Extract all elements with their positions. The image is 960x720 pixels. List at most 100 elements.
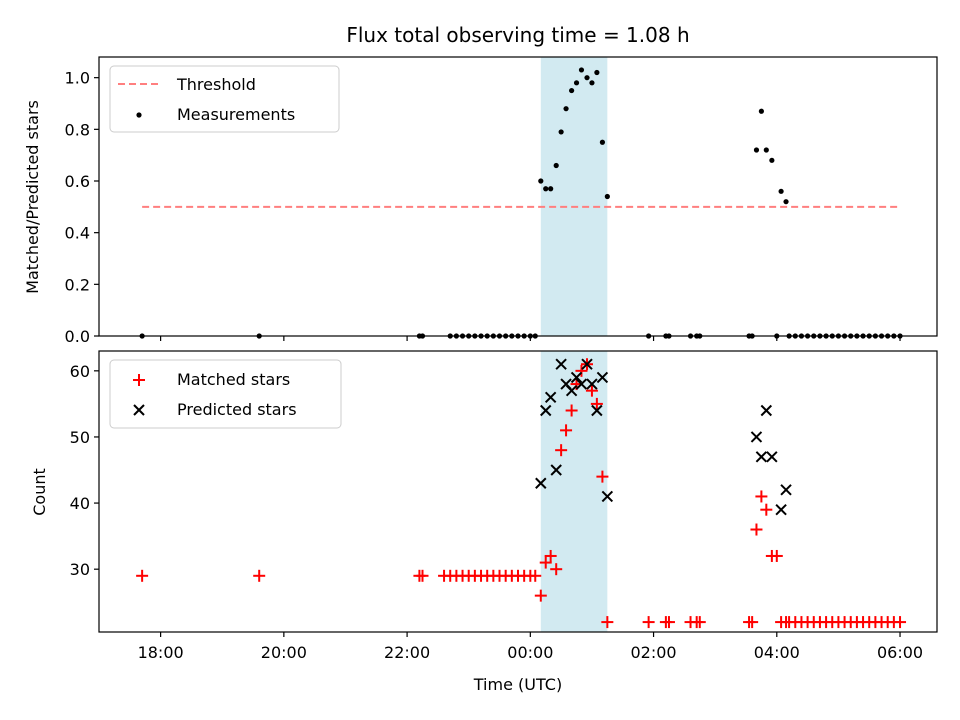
legend-measurements-label: Measurements: [177, 105, 295, 124]
measurement-point: [573, 80, 580, 86]
matched-star-point: [555, 444, 568, 457]
predicted-star-point: [591, 404, 603, 417]
measurement-point: [548, 186, 554, 192]
predicted-star-point: [581, 358, 593, 370]
top-y-axis-label: Matched/Predicted stars: [23, 100, 42, 294]
predicted-star-point: [750, 431, 763, 443]
predicted-star-point: [775, 503, 787, 516]
measurement-point: [569, 87, 575, 94]
legend-predicted-label: Predicted stars: [177, 400, 297, 419]
predicted-star-point: [550, 464, 562, 476]
bottom-panel: 30 40 50 60 18:00 20:00 22:00 00:00 02:00 04:00 0…: [30, 350, 938, 694]
matched-star-point: [755, 490, 768, 503]
predicted-star-point: [780, 484, 792, 496]
bottom-y-axis-label: Count: [30, 468, 49, 516]
bottom-y-tick-label: 30: [70, 560, 90, 579]
predicted-star-point: [586, 378, 598, 390]
measurement-point: [778, 188, 784, 194]
measurement-point: [563, 106, 569, 112]
matched-star-point: [560, 424, 573, 437]
measurement-point: [753, 147, 760, 153]
predicted-star-point: [766, 451, 778, 463]
measurement-point: [558, 129, 564, 135]
predicted-star-point: [760, 404, 773, 417]
bottom-y-tick-label: 50: [70, 428, 90, 447]
measurement-point: [578, 67, 585, 73]
top-y-ticks: 0.0 0.2 0.4 0.6 0.8 1.0: [65, 69, 99, 346]
matched-star-point: [601, 616, 614, 629]
measurement-point: [763, 147, 769, 153]
measurement-point: [758, 108, 764, 114]
top-x-ticks: [160, 336, 901, 341]
bottom-x-ticks: 18:00 20:00 22:00 00:00 02:00 04:00 06:00: [138, 632, 923, 662]
bottom-axes-frame: [98, 350, 938, 633]
matched-star-point: [416, 569, 429, 582]
x-tick-label: 02:00: [631, 643, 677, 662]
measurement-point: [538, 178, 544, 184]
matched-star-point: [750, 523, 763, 536]
matched-star-point: [693, 616, 706, 629]
x-tick-label: 04:00: [754, 643, 800, 662]
matched-star-point: [585, 384, 598, 397]
x-axis-label: Time (UTC): [473, 675, 562, 694]
bottom-legend: Matched stars Predicted stars: [109, 359, 342, 429]
matched-star-point: [539, 556, 552, 569]
matched-star-point: [253, 569, 266, 582]
measurement-point: [604, 193, 610, 200]
matched-star-point: [544, 549, 557, 562]
measurement-point: [769, 157, 775, 163]
legend-predicted-swatch: [133, 404, 145, 416]
legend-measurements-swatch: [136, 112, 142, 118]
predicted-star-point: [544, 391, 557, 403]
matched-star-point: [534, 589, 547, 602]
x-tick-label: 20:00: [261, 643, 307, 662]
measurement-point: [594, 69, 600, 76]
matched-star-point: [529, 569, 542, 582]
top-axes-frame: [98, 56, 938, 337]
predicted-star-point: [601, 490, 614, 503]
bottom-y-ticks: 30 40 50 60: [70, 362, 99, 579]
x-tick-label: 22:00: [384, 643, 430, 662]
matched-star-point: [596, 470, 609, 483]
top-y-tick-label: 0.6: [65, 172, 90, 191]
matched-star-point: [575, 364, 588, 377]
bottom-y-tick-label: 40: [70, 494, 90, 513]
top-legend-box: [109, 65, 340, 133]
matched-star-point: [590, 397, 603, 410]
top-panel: 0.0 0.2 0.4 0.6 0.8 1.0 Matched/Predicted sta…: [23, 56, 938, 346]
matched-star-point: [746, 616, 759, 629]
top-y-tick-label: 0.8: [65, 120, 90, 139]
top-y-tick-label: 0.2: [65, 275, 90, 294]
top-y-tick-label: 1.0: [65, 69, 90, 88]
top-y-tick-label: 0.4: [65, 224, 90, 243]
measurement-point: [584, 75, 590, 81]
bottom-legend-box: [109, 359, 342, 429]
measurement-point: [543, 186, 549, 192]
matched-star-point: [760, 503, 773, 516]
legend-threshold-label: Threshold: [176, 75, 256, 94]
predicted-star-point: [596, 371, 609, 384]
predicted-star-point: [565, 384, 578, 397]
top-marks: [139, 67, 903, 339]
legend-matched-swatch: [133, 374, 145, 386]
predicted-star-point: [575, 378, 588, 390]
predicted-star-point: [570, 371, 583, 384]
chart-title: Flux total observing time = 1.08 h: [346, 23, 689, 47]
predicted-star-point: [755, 451, 768, 463]
matched-star-point: [550, 563, 563, 576]
top-observing-window: [540, 57, 608, 336]
bottom-y-tick-label: 60: [70, 362, 90, 381]
x-tick-label: 00:00: [507, 643, 553, 662]
predicted-star-point: [555, 358, 567, 370]
matched-star-point: [642, 616, 655, 629]
matched-star-point: [894, 616, 907, 629]
matched-star-point: [770, 549, 783, 562]
matched-star-point: [565, 404, 578, 417]
predicted-star-point: [535, 477, 547, 489]
top-legend: Threshold Measurements: [109, 65, 340, 133]
measurement-point: [783, 199, 789, 205]
legend-matched-label: Matched stars: [177, 370, 290, 389]
measurement-point: [589, 80, 595, 86]
matched-star-point: [662, 616, 675, 629]
